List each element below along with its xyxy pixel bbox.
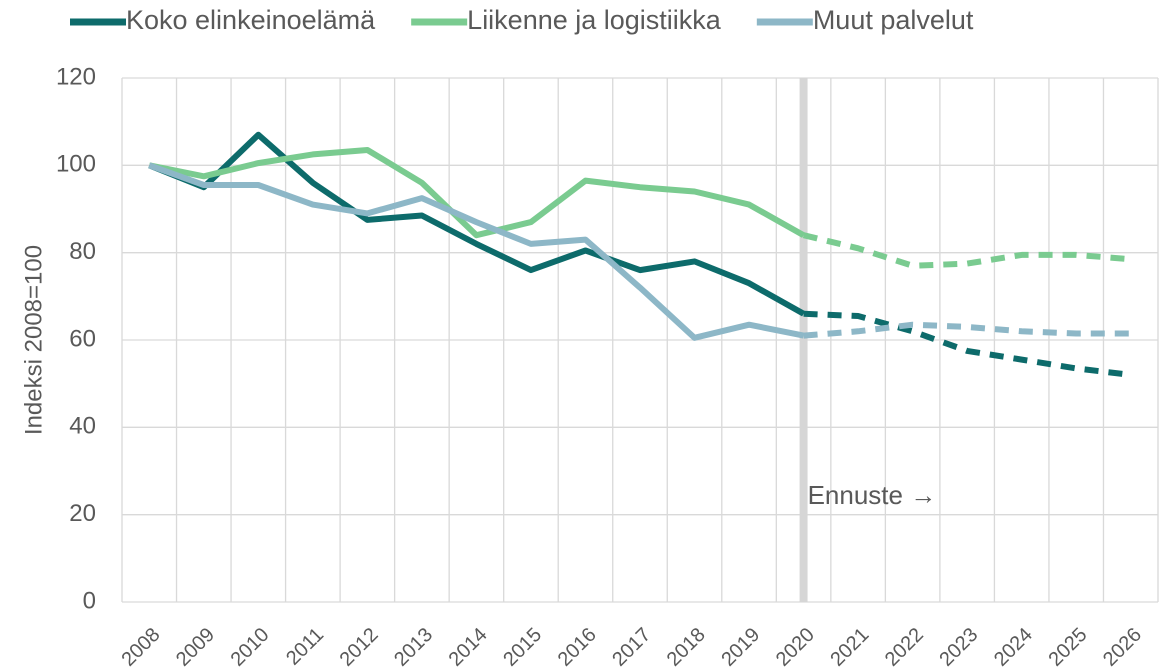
x-tick-label: 2011 xyxy=(282,624,328,669)
x-tick-label: 2017 xyxy=(608,624,655,669)
x-tick-label: 2022 xyxy=(881,624,928,669)
x-tick-label: 2013 xyxy=(390,624,437,669)
x-tick-label: 2024 xyxy=(990,624,1037,669)
x-tick-label: 2018 xyxy=(663,624,710,669)
y-tick-label: 80 xyxy=(69,238,96,265)
forecast-line xyxy=(803,310,1132,378)
x-tick-label: 2015 xyxy=(499,624,546,669)
x-tick-label: 2023 xyxy=(935,624,982,669)
x-tick-label: 2010 xyxy=(227,624,274,669)
forecast-line xyxy=(802,232,1131,269)
x-tick-label: 2019 xyxy=(717,624,764,669)
legend-label: Koko elinkeinoelämä xyxy=(126,5,376,35)
forecast-line xyxy=(803,321,1131,339)
legend-label: Liikenne ja logistiikka xyxy=(467,5,722,35)
x-tick-label: 2012 xyxy=(336,624,383,669)
y-tick-label: 100 xyxy=(56,151,96,178)
y-tick-label: 40 xyxy=(69,413,96,440)
annotation: Ennuste → xyxy=(808,480,937,510)
y-tick-label: 120 xyxy=(56,63,96,90)
series-line xyxy=(148,131,806,317)
series-line xyxy=(148,147,806,239)
x-tick-label: 2026 xyxy=(1099,624,1146,669)
x-tick-label: 2016 xyxy=(554,624,601,669)
x-tick-label: 2021 xyxy=(826,624,873,669)
legend-label: Muut palvelut xyxy=(813,5,974,35)
y-tick-label: 20 xyxy=(69,500,96,527)
x-tick-label: 2025 xyxy=(1044,624,1091,669)
x-tick-label: 2014 xyxy=(445,624,492,669)
forecast-band xyxy=(799,78,808,602)
y-axis-label: Indeksi 2008=100 xyxy=(20,245,47,435)
y-tick-label: 60 xyxy=(69,325,96,352)
x-tick-label: 2020 xyxy=(772,624,819,669)
x-tick-label: 2009 xyxy=(172,624,219,669)
series-line xyxy=(148,162,805,341)
x-tick-label: 2008 xyxy=(118,624,165,669)
y-tick-label: 0 xyxy=(83,587,96,614)
